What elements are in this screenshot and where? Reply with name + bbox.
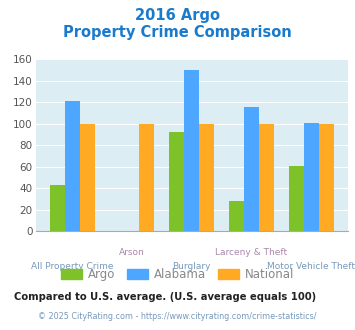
Text: Property Crime Comparison: Property Crime Comparison [63,25,292,40]
Text: 2016 Argo: 2016 Argo [135,8,220,23]
Bar [80,124,94,231]
Text: Burglary: Burglary [173,262,211,271]
Bar [319,124,334,231]
Legend: Argo, Alabama, National: Argo, Alabama, National [56,263,299,286]
Bar [140,124,154,231]
Bar [199,124,214,231]
Bar [304,123,319,231]
Bar [259,124,274,231]
Text: © 2025 CityRating.com - https://www.cityrating.com/crime-statistics/: © 2025 CityRating.com - https://www.city… [38,312,317,321]
Text: Motor Vehicle Theft: Motor Vehicle Theft [267,262,355,271]
Bar [169,132,184,231]
Bar [65,101,80,231]
Text: Compared to U.S. average. (U.S. average equals 100): Compared to U.S. average. (U.S. average … [14,292,316,302]
Text: Larceny & Theft: Larceny & Theft [215,248,288,257]
Bar [244,107,259,231]
Text: All Property Crime: All Property Crime [31,262,113,271]
Bar [289,166,304,231]
Bar [50,185,65,231]
Bar [184,70,199,231]
Text: Arson: Arson [119,248,145,257]
Bar [229,201,244,231]
